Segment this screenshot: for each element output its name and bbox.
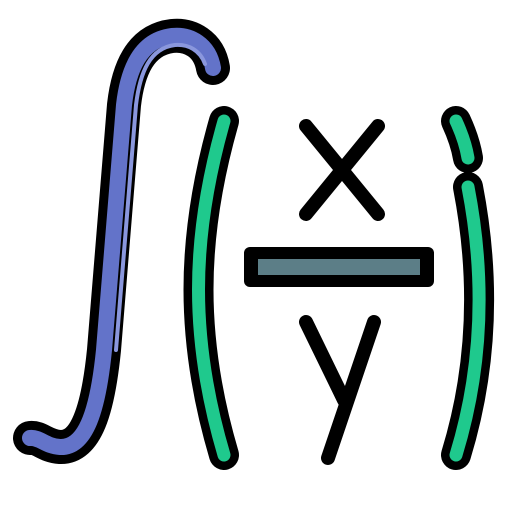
right-paren-fill: [449, 180, 486, 462]
numerator-x: [299, 119, 385, 221]
right-parenthesis: [441, 106, 495, 470]
integral-fill: [22, 27, 221, 455]
right-paren-top-fill: [449, 114, 475, 165]
integral-sign: [13, 18, 230, 464]
integral-highlight: [114, 42, 207, 352]
left-paren-fill: [192, 114, 231, 462]
left-parenthesis: [183, 106, 239, 470]
denominator-y: [299, 315, 381, 465]
fraction-bar: [244, 247, 434, 287]
